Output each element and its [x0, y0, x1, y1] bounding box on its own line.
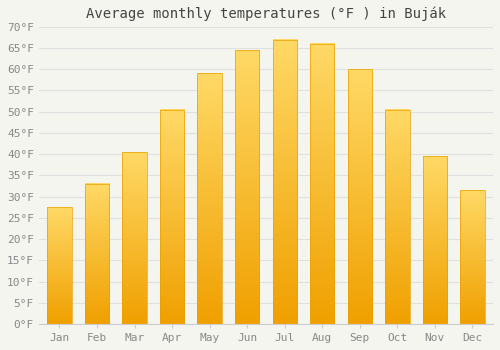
Bar [422, 156, 447, 324]
Bar [198, 74, 222, 324]
Bar [385, 110, 409, 324]
Bar [160, 110, 184, 324]
Bar [272, 40, 297, 324]
Bar [122, 152, 146, 324]
Bar [348, 69, 372, 324]
Bar [85, 184, 109, 324]
Bar [235, 50, 260, 324]
Bar [48, 207, 72, 324]
Title: Average monthly temperatures (°F ) in Buják: Average monthly temperatures (°F ) in Bu… [86, 7, 446, 21]
Bar [460, 190, 484, 324]
Bar [310, 44, 334, 324]
